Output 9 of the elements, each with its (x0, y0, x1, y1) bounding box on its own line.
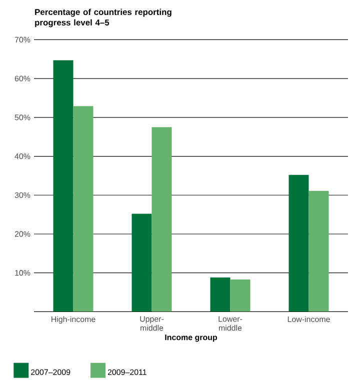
bar (210, 278, 230, 312)
bar (132, 214, 152, 312)
bar (152, 127, 172, 312)
chart-title: Percentage of countries reporting progress level 4–5 (35, 8, 172, 28)
bar (288, 174, 309, 312)
bar (308, 190, 329, 312)
bar (73, 106, 94, 312)
bar (53, 60, 74, 312)
bar (230, 279, 250, 312)
